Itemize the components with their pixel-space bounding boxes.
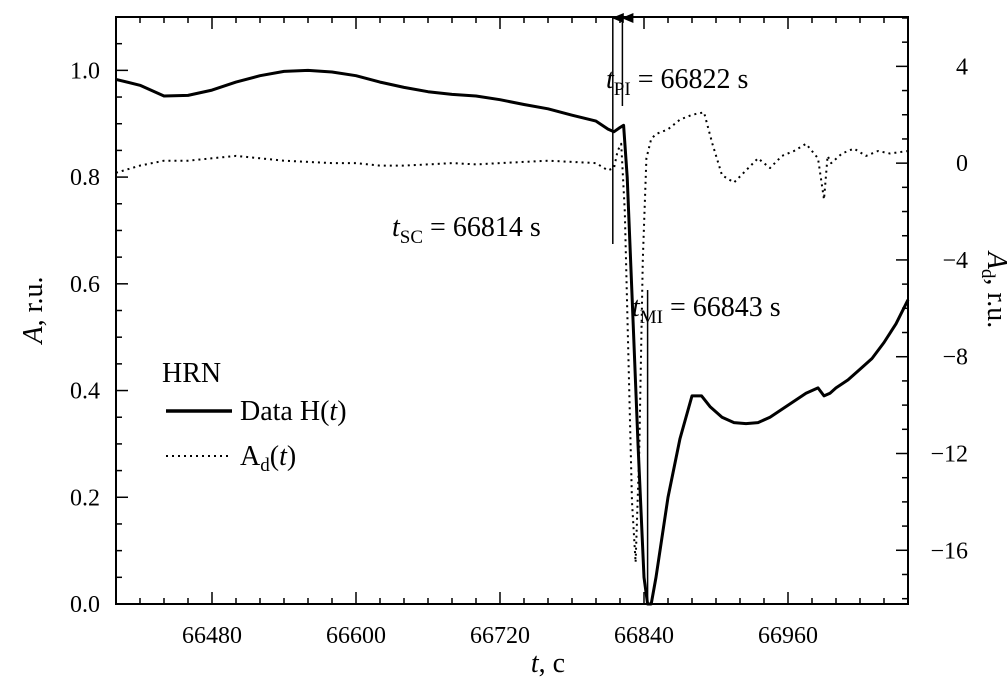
y-right-tick-label: −8: [942, 345, 968, 371]
y-right-tick-label: 4: [956, 54, 968, 80]
x-tick-label: 66840: [614, 623, 674, 649]
axis-ticks: [115, 17, 909, 605]
y-left-tick-label: 1.0: [70, 58, 100, 84]
legend-label-ad: Ad(t): [240, 441, 296, 476]
plot-frame: [115, 16, 909, 605]
y-right-tick-label: 0: [956, 151, 968, 177]
x-tick-label: 66480: [182, 623, 242, 649]
y-right-tick-label: −4: [942, 248, 968, 274]
y-left-tick-label: 0.6: [70, 272, 100, 298]
y-left-tick-labels: 0.0 0.2 0.4 0.6 0.8 1.0: [70, 58, 100, 618]
series-layer: [115, 68, 910, 606]
y-left-tick-label: 0.4: [70, 379, 100, 405]
y-right-tick-labels: 4 0 −4 −8 −12 −16: [930, 54, 968, 564]
y-left-tick-label: 0.0: [70, 592, 100, 618]
series-ad-line: [115, 111, 909, 564]
x-axis-label: t, c: [531, 648, 565, 679]
annotation-pi: tPI = 66822 s: [606, 64, 748, 100]
y-right-tick-label: −12: [930, 441, 968, 467]
x-tick-label: 66960: [758, 623, 818, 649]
annotation-sc: tSC = 66814 s: [392, 212, 541, 248]
series-data-h-line: [115, 68, 910, 606]
legend-label-data: Data H(t): [240, 396, 347, 427]
legend: HRN Data H(t) Ad(t): [162, 358, 347, 476]
y-left-tick-label: 0.2: [70, 485, 100, 511]
legend-title: HRN: [162, 358, 221, 389]
y-right-tick-label: −16: [930, 538, 968, 564]
x-tick-labels: 66480 66600 66720 66840 66960: [182, 623, 818, 649]
x-tick-label: 66600: [326, 623, 386, 649]
y-right-axis-label: Ad, r.u.: [977, 250, 1008, 328]
y-left-axis-label: A, r.u.: [18, 277, 49, 346]
y-left-tick-label: 0.8: [70, 165, 100, 191]
annotation-mi: tMI = 66843 s: [632, 292, 781, 328]
x-tick-label: 66720: [470, 623, 530, 649]
